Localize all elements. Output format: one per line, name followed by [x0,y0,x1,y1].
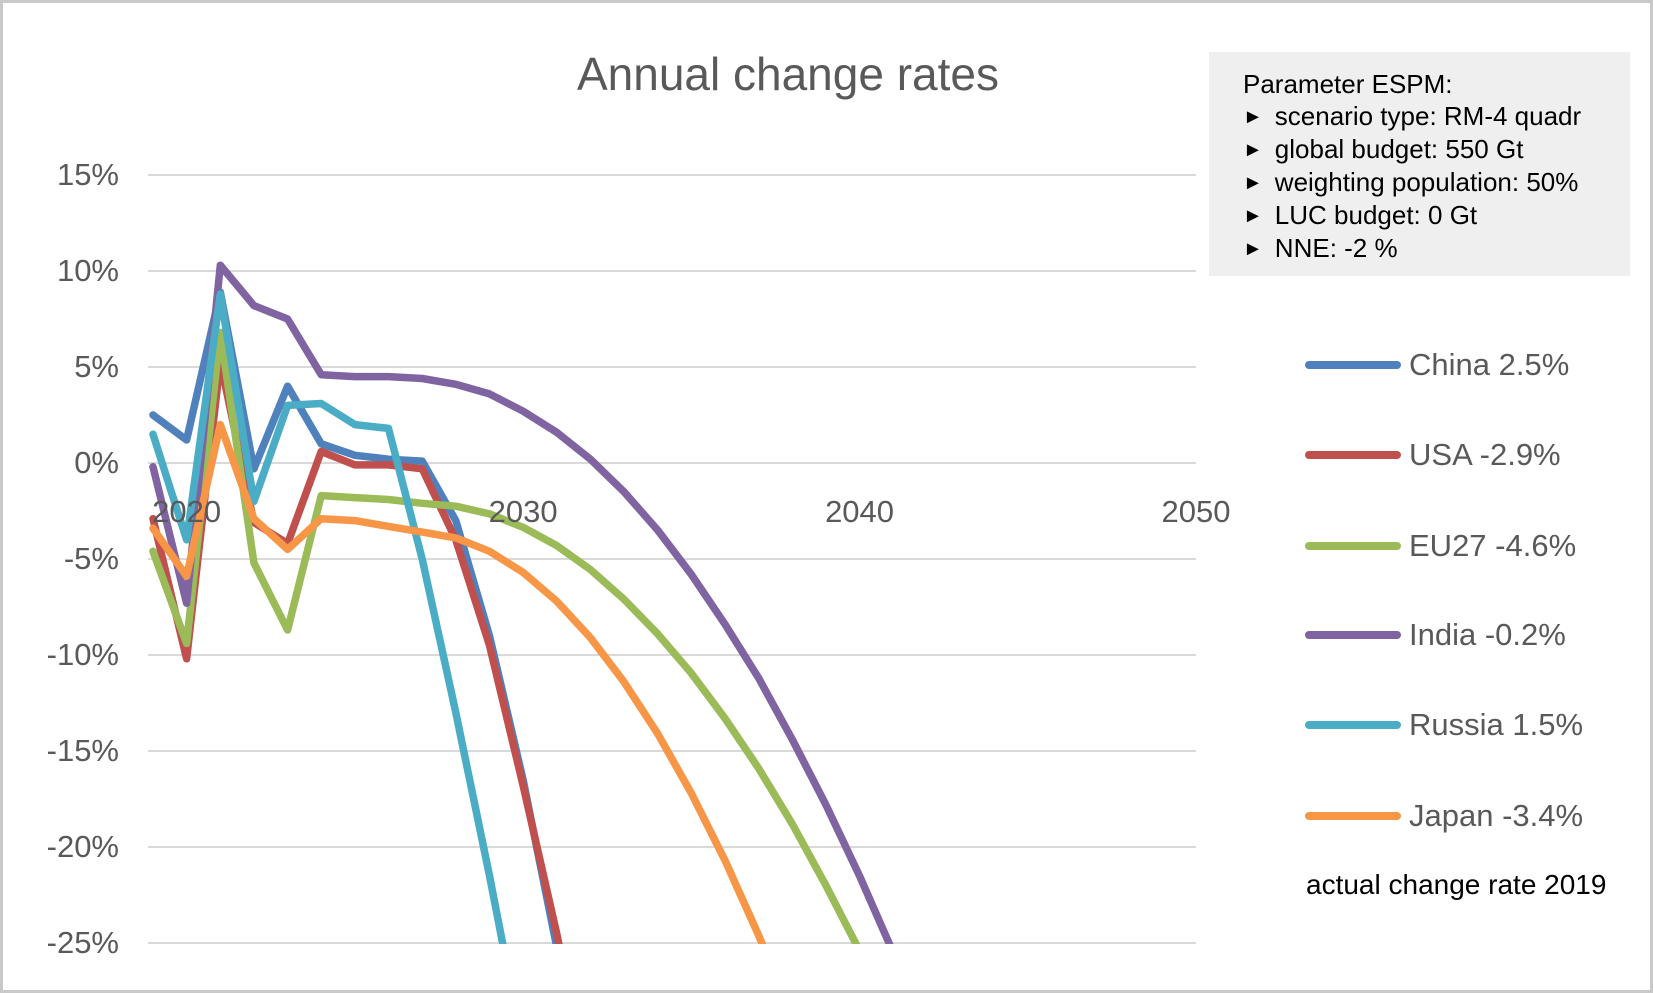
y-tick-label--10%: -10% [46,637,119,672]
y-tick-label--15%: -15% [46,733,119,768]
legend-swatch-icon [1305,361,1401,369]
series-line-japan [149,420,767,944]
bullet-arrow-icon: ► [1243,172,1263,194]
x-tick-label-2040: 2040 [825,494,895,529]
y-tick-label-5%: 5% [74,349,119,384]
x-tick-label-2020: 2020 [152,494,222,529]
legend-label: India -0.2% [1409,617,1566,652]
legend-label: China 2.5% [1409,347,1570,382]
y-tick-label-0%: 0% [74,445,119,480]
legend-swatch-icon [1305,451,1401,459]
parameter-item-0: ► scenario type: RM-4 quadr [1243,100,1620,133]
y-tick-label-10%: 10% [56,253,119,288]
series-line-russia [149,290,507,944]
legend-swatch-icon [1305,721,1401,729]
y-tick-label--5%: -5% [63,541,119,576]
parameter-item-3: ► LUC budget: 0 Gt [1243,199,1620,232]
legend-label: USA -2.9% [1409,437,1561,472]
bullet-arrow-icon: ► [1243,106,1263,128]
series-line-india [149,261,894,944]
series-layer [149,261,894,944]
y-tick-label--20%: -20% [46,829,119,864]
parameter-item-text: NNE: -2 % [1274,233,1398,263]
parameter-item-text: weighting population: 50% [1274,167,1579,197]
legend-label: Russia 1.5% [1409,707,1584,742]
legend-entry-japan: Japan -3.4% [1305,794,1583,838]
legend-entry-india: India -0.2% [1305,613,1566,657]
parameter-item-text: global budget: 550 Gt [1274,134,1524,164]
bullet-arrow-icon: ► [1243,139,1263,161]
legend-entry-russia: Russia 1.5% [1305,703,1583,747]
parameter-item-text: scenario type: RM-4 quadr [1274,101,1582,131]
chart-plot [148,174,1196,944]
series-line-eu27 [149,328,861,944]
legend-entry-eu27: EU27 -4.6% [1305,524,1576,568]
x-tick-label-2050: 2050 [1161,494,1231,529]
parameter-box-heading: Parameter ESPM: [1243,69,1453,99]
x-tick-label-2030: 2030 [488,494,558,529]
legend-label: EU27 -4.6% [1409,528,1577,563]
parameter-box: Parameter ESPM: ► scenario type: RM-4 qua… [1209,52,1630,276]
bullet-arrow-icon: ► [1243,205,1263,227]
legend-swatch-icon [1305,631,1401,639]
legend-label: Japan -3.4% [1409,798,1584,833]
parameter-item-1: ► global budget: 550 Gt [1243,133,1620,166]
parameter-box-items: ► scenario type: RM-4 quadr ► global budget… [1243,100,1620,265]
legend-swatch-icon [1305,542,1401,550]
legend-swatch-icon [1305,812,1401,820]
chart-title: Annual change rates [577,48,999,100]
legend-entry-china: China 2.5% [1305,343,1569,387]
parameter-item-2: ► weighting population: 50% [1243,166,1620,199]
y-tick-label-15%: 15% [56,157,119,192]
parameter-item-text: LUC budget: 0 Gt [1274,200,1478,230]
y-tick-label--25%: -25% [46,925,119,960]
parameter-item-4: ► NNE: -2 % [1243,232,1620,265]
bullet-arrow-icon: ► [1243,238,1263,260]
legend-note: actual change rate 2019 [1306,869,1607,900]
legend-entry-usa: USA -2.9% [1305,433,1561,477]
